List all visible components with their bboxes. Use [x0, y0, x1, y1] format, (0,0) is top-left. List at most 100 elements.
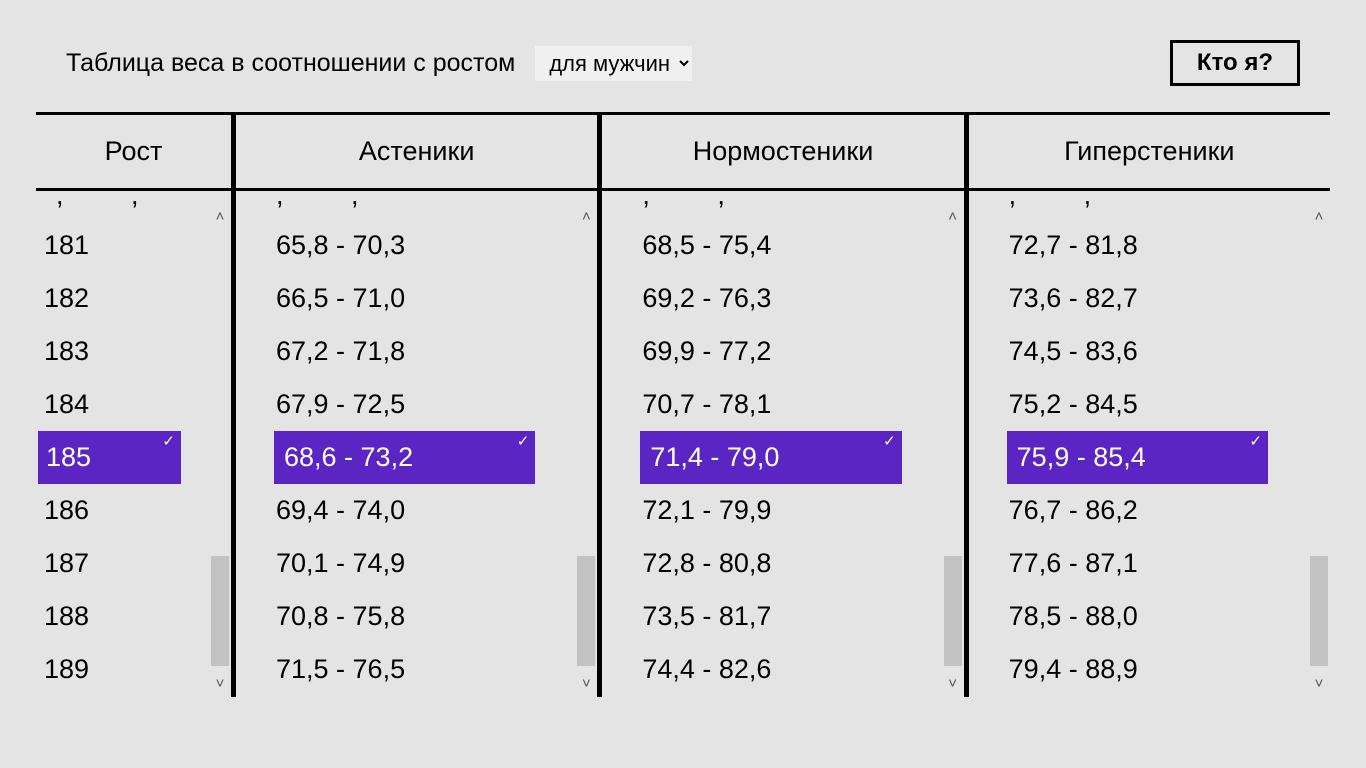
value-row[interactable]: 72,1 - 79,9: [602, 484, 941, 537]
value-row[interactable]: 75,9 - 85,4 ✓: [1007, 431, 1268, 484]
list-wrap-hypersthenic: , ,72,7 - 81,873,6 - 82,7 74,5 - 83,6 75,2…: [969, 191, 1330, 697]
partial-row: , ,: [236, 191, 575, 219]
value-row[interactable]: 70,7 - 78,1: [602, 378, 941, 431]
cell-value: 73,5 - 81,7: [642, 601, 771, 632]
cell-value: 70,7 - 78,1: [642, 389, 771, 420]
value-row[interactable]: 76,7 - 86,2: [969, 484, 1308, 537]
cell-value: 65,8 - 70,3: [276, 230, 405, 261]
scroll-up-icon[interactable]: ˄: [1315, 209, 1324, 224]
value-row[interactable]: 67,9 - 72,5: [236, 378, 575, 431]
scrollbar-asthenic[interactable]: ˄ ˅: [575, 191, 597, 697]
header-asthenic: Астеники: [236, 115, 597, 191]
value-row[interactable]: 67,2 - 71,8: [236, 325, 575, 378]
check-icon: ✓: [517, 434, 530, 449]
check-icon: ✓: [1249, 434, 1262, 449]
value-row[interactable]: 73,6 - 82,7: [969, 272, 1308, 325]
partial-row: , ,: [969, 191, 1308, 219]
cell-value: 71,5 - 76,5: [276, 654, 405, 685]
cell-value: 74,4 - 82,6: [642, 654, 771, 685]
height-row[interactable]: 186: [36, 484, 209, 537]
who-am-i-button[interactable]: Кто я?: [1170, 40, 1300, 86]
scroll-down-icon[interactable]: ˅: [1315, 676, 1324, 691]
scroll-down-icon[interactable]: ˅: [216, 676, 225, 691]
page-title: Таблица веса в соотношении с ростом: [66, 49, 515, 78]
value-row[interactable]: 69,9 - 77,2: [602, 325, 941, 378]
scrollbar-normosthenic[interactable]: ˄ ˅: [942, 191, 964, 697]
height-row[interactable]: 184: [36, 378, 209, 431]
cell-value: 183: [44, 336, 89, 367]
column-asthenic: Астеники , , 65,8 - 70,3 66,5 - 71,0 67,2 -…: [236, 115, 602, 697]
value-row[interactable]: 65,8 - 70,3: [236, 219, 575, 272]
cell-value: 77,6 - 87,1: [1009, 548, 1138, 579]
cell-value: 74,5 - 83,6: [1009, 336, 1138, 367]
height-row[interactable]: 189: [36, 643, 209, 696]
cell-value: 69,9 - 77,2: [642, 336, 771, 367]
scroll-up-icon[interactable]: ˄: [216, 209, 225, 224]
cell-value: 67,9 - 72,5: [276, 389, 405, 420]
cell-value: 79,4 - 88,9: [1009, 654, 1138, 685]
height-row[interactable]: 188: [36, 590, 209, 643]
list-hypersthenic[interactable]: , ,72,7 - 81,873,6 - 82,7 74,5 - 83,6 75,2…: [969, 191, 1308, 697]
partial-row: , ,: [602, 191, 941, 219]
value-row[interactable]: 77,6 - 87,1: [969, 537, 1308, 590]
scroll-down-icon[interactable]: ˅: [582, 676, 591, 691]
check-icon: ✓: [162, 434, 175, 449]
cell-value: 78,5 - 88,0: [1009, 601, 1138, 632]
scroll-thumb[interactable]: [211, 556, 229, 666]
value-row[interactable]: 66,5 - 71,0: [236, 272, 575, 325]
height-row[interactable]: 187: [36, 537, 209, 590]
height-row[interactable]: 185✓: [38, 431, 181, 484]
value-row[interactable]: 70,8 - 75,8: [236, 590, 575, 643]
cell-value: 70,1 - 74,9: [276, 548, 405, 579]
height-row[interactable]: 181: [36, 219, 209, 272]
value-row[interactable]: 74,4 - 82,6: [602, 643, 941, 696]
value-row[interactable]: 75,2 - 84,5: [969, 378, 1308, 431]
scrollbar-height[interactable]: ˄ ˅: [209, 191, 231, 697]
cell-value: 186: [44, 495, 89, 526]
column-normosthenic: Нормостеники , ,68,5 - 75,469,2 - 76,369…: [602, 115, 968, 697]
list-asthenic[interactable]: , , 65,8 - 70,3 66,5 - 71,0 67,2 - 71,8 67,9…: [236, 191, 575, 697]
weight-table: Рост , , 181 182 183 184 185✓ 186 187188189 ˄ ˅…: [36, 112, 1330, 697]
value-row[interactable]: 71,4 - 79,0✓: [640, 431, 901, 484]
cell-value: 67,2 - 71,8: [276, 336, 405, 367]
cell-value: 75,9 - 85,4: [1017, 442, 1146, 473]
scroll-thumb[interactable]: [1310, 556, 1328, 666]
cell-value: 72,1 - 79,9: [642, 495, 771, 526]
value-row[interactable]: 68,5 - 75,4: [602, 219, 941, 272]
value-row[interactable]: 69,2 - 76,3: [602, 272, 941, 325]
cell-value: 181: [44, 230, 89, 261]
value-row[interactable]: 72,7 - 81,8: [969, 219, 1308, 272]
cell-value: 182: [44, 283, 89, 314]
scroll-thumb[interactable]: [944, 556, 962, 666]
value-row[interactable]: 78,5 - 88,0: [969, 590, 1308, 643]
value-row[interactable]: 69,4 - 74,0: [236, 484, 575, 537]
column-hypersthenic: Гиперстеники , ,72,7 - 81,873,6 - 82,774…: [969, 115, 1330, 697]
value-row[interactable]: 79,4 - 88,9: [969, 643, 1308, 696]
height-row[interactable]: 183: [36, 325, 209, 378]
scroll-down-icon[interactable]: ˅: [948, 676, 957, 691]
cell-value: 76,7 - 86,2: [1009, 495, 1138, 526]
topbar: Таблица веса в соотношении с ростом для …: [36, 40, 1330, 112]
cell-value: 66,5 - 71,0: [276, 283, 405, 314]
cell-value: 184: [44, 389, 89, 420]
column-height: Рост , ,181182183184185✓186187188189 ˄ ˅: [36, 115, 236, 697]
value-row[interactable]: 68,6 - 73,2 ✓: [274, 431, 535, 484]
value-row[interactable]: 71,5 - 76,5: [236, 643, 575, 696]
scroll-up-icon[interactable]: ˄: [948, 209, 957, 224]
header-height: Рост: [36, 115, 231, 191]
list-normosthenic[interactable]: , ,68,5 - 75,469,2 - 76,3 69,9 - 77,2 70,7…: [602, 191, 941, 697]
cell-value: 75,2 - 84,5: [1009, 389, 1138, 420]
scrollbar-hypersthenic[interactable]: ˄ ˅: [1308, 191, 1330, 697]
app-root: Таблица веса в соотношении с ростом для …: [0, 0, 1366, 697]
cell-value: 68,6 - 73,2: [284, 442, 413, 473]
value-row[interactable]: 72,8 - 80,8: [602, 537, 941, 590]
value-row[interactable]: 70,1 - 74,9: [236, 537, 575, 590]
list-wrap-asthenic: , , 65,8 - 70,3 66,5 - 71,0 67,2 - 71,8 67,9…: [236, 191, 597, 697]
gender-select[interactable]: для мужчин: [535, 46, 692, 81]
height-row[interactable]: 182: [36, 272, 209, 325]
value-row[interactable]: 73,5 - 81,7: [602, 590, 941, 643]
list-height[interactable]: , ,181182183184185✓186187188189: [36, 191, 209, 697]
scroll-up-icon[interactable]: ˄: [582, 209, 591, 224]
value-row[interactable]: 74,5 - 83,6: [969, 325, 1308, 378]
scroll-thumb[interactable]: [577, 556, 595, 666]
